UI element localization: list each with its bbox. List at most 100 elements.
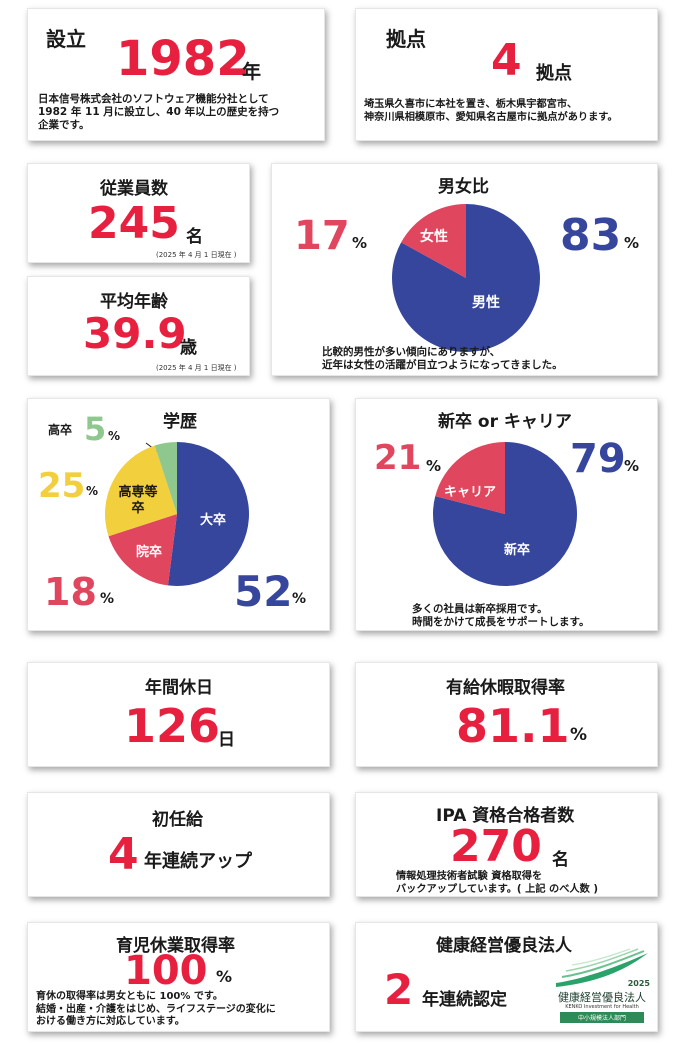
education-pie-slices [105,442,249,586]
gender-male-pct-unit: % [624,234,640,252]
education-junior-pct: 18 [44,570,97,614]
hire-type-career-pct-unit: % [426,457,442,475]
starting-salary-title: 初任給 [152,810,203,830]
education-university-pct-unit: % [292,591,307,607]
childcare-desc: 育休の取得率は男女ともに 100% です。 結婚・出産・介護をはじめ、ライフステ… [36,991,328,1029]
founded-unit: 年 [242,61,262,83]
hire-type-pie-slice-career [435,442,505,514]
paid-leave-unit: % [570,725,588,745]
education-pie-chart [105,442,249,586]
paid-leave-card: 有給休暇取得率 81.1 % [355,662,658,767]
founded-value: 1982 [116,31,250,87]
holidays-unit: 日 [218,730,235,750]
hire-type-new-pct-unit: % [624,457,640,475]
health-certification-logo: 2025 健康経営優良法人 KENKO Investment for Healt… [552,948,652,1025]
hire-type-title: 新卒 or キャリア [438,412,572,432]
avg-age-title: 平均年齢 [100,292,168,312]
childcare-desc-line: 育休の取得率は男女ともに 100% です。 [36,991,223,1002]
employees-note: (2025 年 4 月 1 日現在 ) [156,251,237,259]
employees-unit: 名 [186,227,203,247]
holidays-card: 年間休日 126 日 [27,662,330,767]
education-university-pct: 52 [234,567,293,616]
gender-female-pct: 17 [294,213,350,259]
ipa-desc-line: 情報処理技術者試験 資格取得を [396,871,543,882]
avg-age-card: 平均年齢 39.9 歳 (2025 年 4 月 1 日現在 ) [27,276,250,376]
health-logo-wave-icon [556,948,648,987]
employees-card: 従業員数 245 名 (2025 年 4 月 1 日現在 ) [27,163,250,263]
gender-desc-line: 比較的男性が多い傾向にありますが、 [322,346,501,358]
education-pie-slice-college [105,445,177,537]
gender-pie-slices [392,204,540,352]
health-card: 健康経営優良法人 2 年連続認定 2025 健康経営優良法人 KENKO Inv… [355,922,658,1032]
avg-age-value: 39.9 [83,309,187,358]
education-junior-label: 院卒 [136,545,163,560]
starting-salary-value: 4 [108,829,139,880]
avg-age-unit: 歳 [180,338,197,358]
ipa-title: IPA 資格合格者数 [436,806,575,826]
holidays-value: 126 [124,699,221,753]
starting-salary-unit: 年連続アップ [144,851,252,872]
education-junior-pct-unit: % [100,591,115,607]
ipa-desc: 情報処理技術者試験 資格取得を バックアップしています。( 上記 のべ人数 ) [396,871,656,897]
ipa-desc-line: バックアップしています。( 上記 のべ人数 ) [396,883,598,895]
education-college-label: 高専等卒 [118,485,158,517]
employees-title: 従業員数 [100,179,168,199]
locations-desc-line: 埼玉県久喜市に本社を置き、栃木県宇都宮市、 [364,99,578,110]
gender-desc: 比較的男性が多い傾向にありますが、 近年は女性の活躍が目立つようになってきました… [322,346,652,372]
health-logo-year: 2025 [627,979,650,988]
gender-male-pct: 83 [560,210,622,261]
education-card: 学歴 高卒 5 % 25 % 18 % 52 % 大卒 院卒 高専等卒 [27,398,330,631]
locations-desc-line: 神奈川県相模原市、愛知県名古屋市に拠点があります。 [364,111,618,123]
hire-type-pie-chart [433,442,577,586]
founded-desc-line: 1982 年 11 月に設立し、40 年以上の歴史を持つ [38,106,280,119]
gender-male-label: 男性 [472,295,500,311]
childcare-desc-line: 結婚・出産・介護をはじめ、ライフステージの変化に [36,1003,276,1015]
hire-type-desc: 多くの社員は新卒採用です。 時間をかけて成長をサポートします。 [412,603,657,629]
gender-pie-slice-female [401,204,466,278]
gender-card: 男女比 17 % 83 % 女性 男性 比較的男性が多い傾向にありますが、 近年… [271,163,658,376]
ipa-value: 270 [450,821,542,872]
gender-female-pct-unit: % [352,234,368,252]
gender-pie-chart [392,204,540,352]
childcare-title: 育児休業取得率 [116,936,235,956]
health-logo-en: KENKO Investment for Health [565,1004,639,1010]
health-logo-title: 健康経営優良法人 [558,991,646,1004]
childcare-unit: % [216,967,233,986]
health-title: 健康経営優良法人 [436,936,572,956]
education-title: 学歴 [163,412,197,432]
education-highschool-pct-unit: % [108,429,121,443]
holidays-title: 年間休日 [145,678,213,698]
hire-type-career-label: キャリア [444,485,497,500]
employees-value: 245 [88,198,180,249]
founded-desc-line: 日本信号株式会社のソフトウェア機能分社として [38,93,269,105]
ipa-unit: 名 [552,850,569,870]
paid-leave-title: 有給休暇取得率 [446,678,565,698]
gender-desc-line: 近年は女性の活躍が目立つようになってきました。 [322,359,563,372]
hire-type-new-label: 新卒 [504,543,531,558]
hire-type-new-pct: 79 [570,436,626,482]
paid-leave-value: 81.1 [456,699,570,753]
childcare-value: 100 [124,948,208,994]
hire-type-desc-line: 多くの社員は新卒採用です。 [412,603,548,615]
education-highschool-label: 高卒 [48,423,73,437]
gender-female-label: 女性 [420,229,448,245]
education-highschool-pct: 5 [84,410,107,448]
founded-card: 設立 1982 年 日本信号株式会社のソフトウェア機能分社として 1982 年 … [27,8,325,141]
locations-unit: 拠点 [536,63,572,84]
locations-title: 拠点 [386,27,426,51]
locations-desc: 埼玉県久喜市に本社を置き、栃木県宇都宮市、 神奈川県相模原市、愛知県名古屋市に拠… [364,99,659,125]
education-pie-slice-junior [108,514,177,586]
hire-type-card: 新卒 or キャリア 21 % 79 % キャリア 新卒 多くの社員は新卒採用で… [355,398,658,631]
founded-desc: 日本信号株式会社のソフトウェア機能分社として 1982 年 11 月に設立し、4… [38,93,323,132]
locations-card: 拠点 4 拠点 埼玉県久喜市に本社を置き、栃木県宇都宮市、 神奈川県相模原市、愛… [355,8,658,141]
gender-title: 男女比 [438,177,489,197]
hire-type-pie-slices [433,442,577,586]
health-logo-tag: 中小規模法人部門 [560,1012,644,1023]
hire-type-desc-line: 時間をかけて成長をサポートします。 [412,616,590,629]
health-unit: 年連続認定 [422,990,507,1010]
locations-value: 4 [491,35,522,86]
education-college-pct-unit: % [86,484,99,498]
health-value: 2 [384,965,414,1014]
childcare-desc-line: おける働き方に対応しています。 [36,1016,185,1027]
avg-age-note: (2025 年 4 月 1 日現在 ) [156,364,237,372]
